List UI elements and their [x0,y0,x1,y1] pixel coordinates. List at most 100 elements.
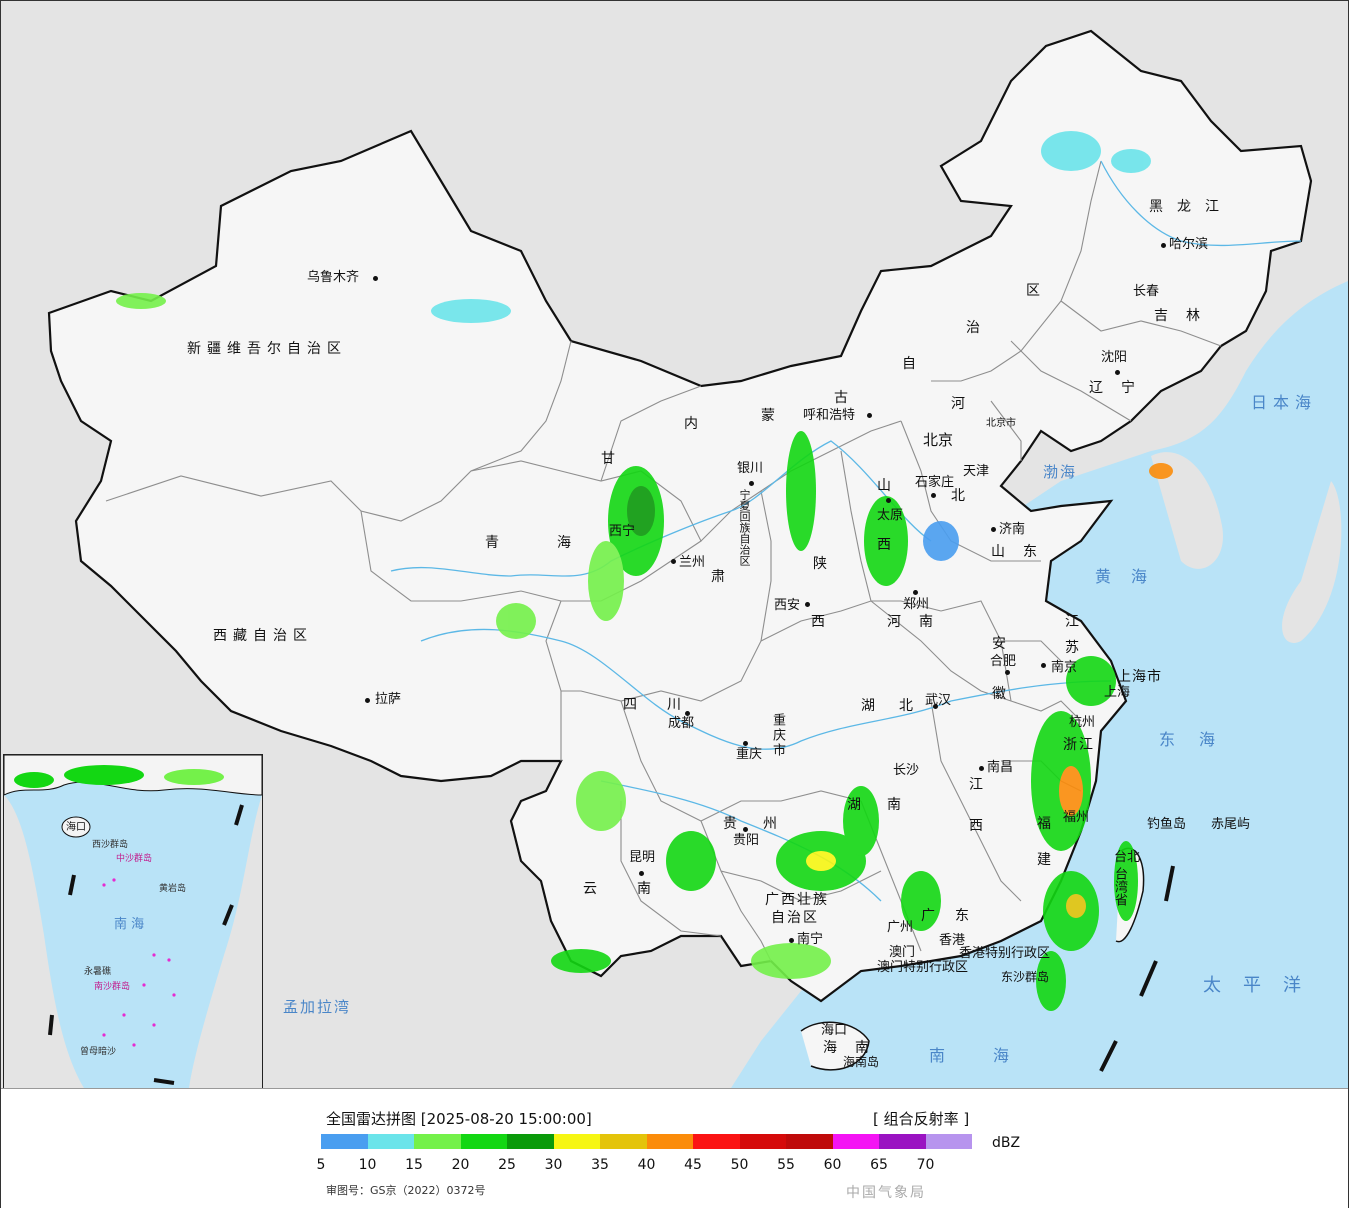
label-qinghai-a: 青 [485,535,513,551]
label-hainan: 海南 [823,1040,887,1056]
legend-title: 全国雷达拼图 [2025-08-20 15:00:00] [326,1110,592,1128]
inset-dashes [48,804,244,1085]
inset-canvas [4,755,262,1088]
city-guangzhou: 广州 [887,920,914,935]
inset-foreign [4,795,84,1088]
city-harbin: 哈尔滨 [1169,237,1209,252]
sea-donghai: 东海 [1159,730,1240,749]
hainan-island [800,1021,870,1071]
legend-swatch [739,1134,786,1149]
legend-panel: 全国雷达拼图 [2025-08-20 15:00:00] [ 组合反射率 ] 5… [1,1088,1348,1208]
label-hunan-b: 南 [887,797,915,813]
legend-swatch [460,1134,507,1149]
city-dot [931,493,936,498]
city-hohhot: 呼和浩特 [803,408,856,423]
city-hongkong: 香港 [939,933,966,948]
legend-swatch [367,1134,414,1149]
label-jiangsu-b: 苏 [1065,640,1093,656]
label-ningxia: 宁夏回族自治区 [738,489,751,566]
city-dot [1005,670,1010,675]
city-dot [979,766,984,771]
city-dot [991,527,996,532]
inset-haikou: 海口 [66,822,86,833]
city-jinan: 济南 [999,522,1026,537]
label-guangdong: 广东 [921,908,989,924]
city-beijing-shi: 北京市 [986,418,1016,429]
city-xining: 西宁 [609,524,636,539]
label-liaoning: 辽宁 [1089,380,1153,396]
city-fuzhou: 福州 [1063,810,1090,825]
radar-echoes [116,131,1173,1011]
label-jiangxi-a: 江 [969,777,997,793]
city-haikou: 海口 [821,1023,848,1038]
city-taibei: 台北 [1114,850,1141,865]
legend-tick-label: 45 [684,1157,702,1173]
label-xizang: 西藏自治区 [213,628,313,644]
label-sichuan: 四川 [623,697,711,713]
label-fujian-b: 建 [1037,852,1065,868]
label-guizhou: 贵州 [723,816,803,832]
label-chongqing: 重庆市 [770,713,785,758]
city-nanjing: 南京 [1051,660,1078,675]
label-shanxi-b: 西 [877,537,905,553]
inset-xisha: 西沙群岛 [92,840,129,850]
city-lanzhou: 兰州 [679,555,706,570]
sea-bohai: 渤海 [1043,463,1078,481]
legend-tick-label: 40 [637,1157,656,1173]
map-approval-number: 审图号：GS京（2022）0372号 [326,1184,486,1197]
label-anhui-b: 徽 [992,686,1020,702]
city-chiwei: 赤尾屿 [1211,817,1251,832]
city-lhasa: 拉萨 [375,692,402,707]
label-heilongjiang: 黑龙江 [1149,199,1233,215]
city-zhengzhou: 郑州 [903,597,930,612]
city-dot [749,481,754,486]
city-dot [1115,370,1120,375]
inset-nansha: 南沙群岛 [94,982,131,992]
legend-swatch [600,1134,647,1149]
label-macau-sar: 澳门特别行政区 [877,960,969,975]
city-shenyang: 沈阳 [1101,350,1128,365]
label-shandong: 山东 [991,544,1055,560]
label-jiangxi-b: 西 [969,818,997,834]
label-neimeng-6: 区 [1026,283,1054,299]
label-shaanxi-b: 西 [811,614,839,630]
city-yinchuan: 银川 [737,461,764,476]
inset-echo [14,765,224,788]
legend-unit: dBZ [992,1135,1021,1151]
label-shaanxi-a: 陕 [813,556,841,572]
label-hunan-a: 湖 [847,797,875,813]
city-dot [1041,663,1046,668]
label-hk-sar: 香港特别行政区 [959,946,1051,961]
legend-tick-label: 25 [498,1157,516,1173]
city-dongsha: 东沙群岛 [1001,970,1050,984]
sea-japan: 日本海 [1251,393,1318,412]
sea-bengal: 孟加拉湾 [283,998,352,1016]
label-hubei: 湖北 [861,698,937,714]
city-kunming: 昆明 [629,850,656,865]
city-urumqi: 乌鲁木齐 [307,270,360,285]
legend-tick-label: 15 [405,1157,423,1173]
city-wuhan: 武汉 [925,693,952,708]
label-neimeng-4: 自 [902,356,930,372]
label-jilin: 吉林 [1154,308,1218,324]
legend-tick-label: 70 [916,1157,935,1173]
legend-swatch [786,1134,833,1149]
label-gansu-b: 肃 [711,569,739,585]
city-dot [685,711,690,716]
city-changchun: 长春 [1133,284,1160,299]
label-fujian-a: 福 [1037,816,1065,832]
city-dot [743,741,748,746]
city-tianjin: 天津 [963,464,990,479]
china-land [47,29,1313,1003]
inset-foreign-east [189,795,262,1088]
city-changsha: 长沙 [893,763,920,778]
city-hainan-dao: 海南岛 [843,1055,880,1069]
city-dot [933,704,938,709]
city-xian: 西安 [774,598,801,613]
inset-yongshu: 永暑礁 [84,967,112,977]
label-jiangsu-a: 江 [1065,614,1093,630]
inset-huangyan: 黄岩岛 [159,884,187,894]
sea-nanhai: 南海 [929,1046,1058,1065]
sea-huanghai: 黄海 [1095,567,1168,586]
